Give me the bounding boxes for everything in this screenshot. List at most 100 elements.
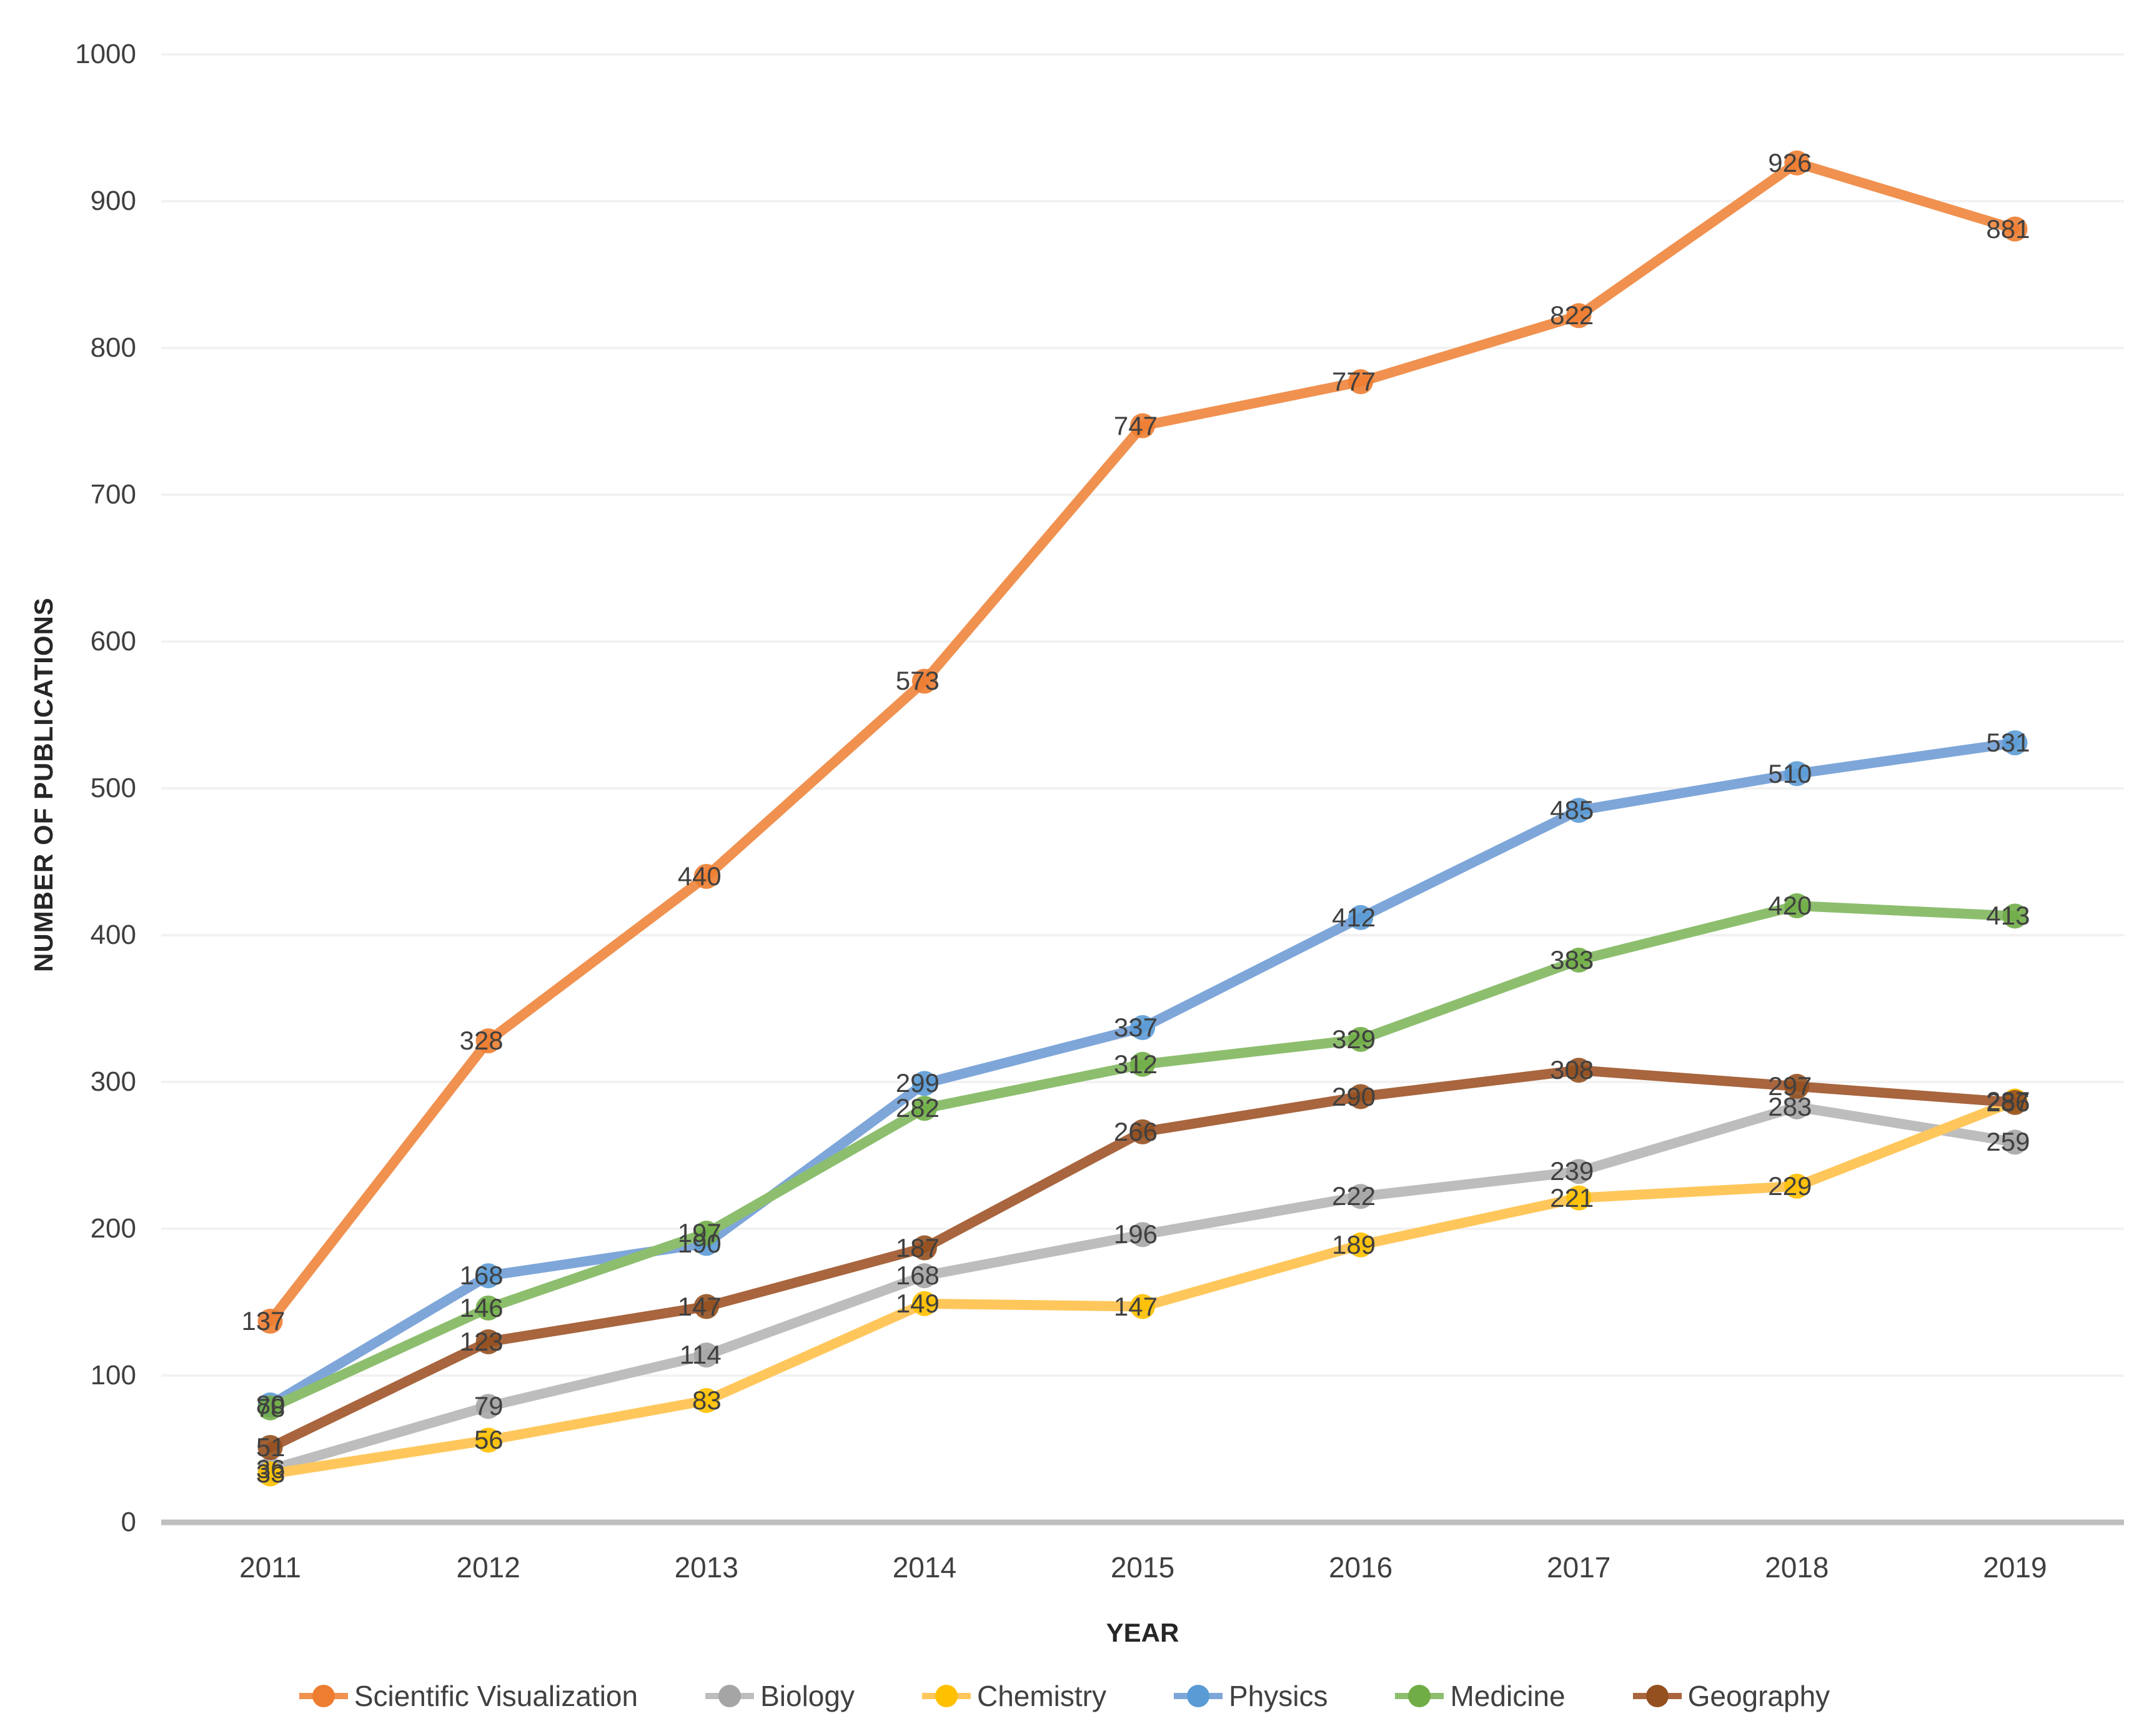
data-label: 329 <box>1332 1024 1376 1054</box>
data-label: 78 <box>256 1392 285 1422</box>
data-point-marker <box>1566 1058 1592 1083</box>
data-label: 440 <box>677 861 722 891</box>
y-axis-title: NUMBER OF PUBLICATIONS <box>29 597 58 972</box>
data-label: 33 <box>256 1459 285 1489</box>
data-point-marker <box>1348 1232 1374 1257</box>
data-point-marker <box>257 1309 283 1334</box>
data-label: 137 <box>241 1306 285 1336</box>
y-tick-label: 600 <box>90 626 136 657</box>
data-label: 328 <box>459 1026 504 1056</box>
data-label: 299 <box>895 1068 940 1098</box>
data-label: 189 <box>1332 1229 1376 1259</box>
data-label: 80 <box>256 1390 285 1419</box>
data-point-marker <box>911 1235 937 1261</box>
series-line-chemistry <box>265 1096 2020 1479</box>
data-point-marker <box>1348 1026 1374 1052</box>
data-label: 308 <box>1550 1055 1594 1085</box>
data-point-marker <box>911 1096 937 1121</box>
data-label: 123 <box>459 1326 504 1356</box>
x-tick-label: 2017 <box>1547 1551 1611 1584</box>
data-point-marker <box>1566 1185 1592 1211</box>
data-point-marker <box>1130 1015 1155 1041</box>
data-label: 290 <box>1332 1081 1376 1111</box>
x-axis-title: YEAR <box>1106 1618 1179 1647</box>
legend-item-physics: Physics <box>1174 1679 1328 1713</box>
data-point-marker <box>693 1294 719 1319</box>
data-label: 383 <box>1550 945 1594 975</box>
legend-line-marker-icon <box>921 1684 971 1709</box>
data-point-marker <box>911 1291 937 1316</box>
data-point-marker <box>1130 413 1155 439</box>
series-line-scientific-visualization <box>265 157 2020 1327</box>
legend-label: Scientific Visualization <box>354 1680 638 1712</box>
data-label: 297 <box>1768 1071 1812 1101</box>
data-point-marker <box>475 1427 501 1453</box>
y-tick-label: 400 <box>90 920 136 950</box>
data-point-marker <box>257 1395 283 1421</box>
data-label: 822 <box>1550 300 1594 330</box>
data-label: 147 <box>1113 1291 1158 1321</box>
legend-line-marker-icon <box>299 1684 348 1709</box>
legend-label: Chemistry <box>976 1680 1106 1712</box>
data-point-marker <box>1566 798 1592 823</box>
data-point-marker <box>1566 947 1592 973</box>
data-label: 83 <box>692 1385 722 1415</box>
x-tick-label: 2013 <box>674 1551 738 1584</box>
data-point-marker <box>693 1342 719 1368</box>
data-point-marker <box>911 1071 937 1096</box>
data-point-marker <box>2002 216 2028 242</box>
data-point-marker <box>257 1461 283 1487</box>
data-label: 190 <box>677 1228 722 1258</box>
legend-item-medicine: Medicine <box>1395 1679 1566 1713</box>
legend-label: Geography <box>1687 1680 1830 1712</box>
data-point-marker <box>1784 1094 1810 1119</box>
data-label: 312 <box>1113 1049 1158 1079</box>
data-label: 222 <box>1332 1181 1376 1211</box>
x-tick-label: 2012 <box>456 1551 520 1584</box>
data-point-marker <box>1566 1159 1592 1184</box>
data-point-marker <box>693 1221 719 1246</box>
legend-line-marker-icon <box>1174 1684 1223 1709</box>
legend-item-scientific-visualization: Scientific Visualization <box>299 1679 638 1713</box>
data-label: 187 <box>895 1233 940 1262</box>
data-point-marker <box>1130 1051 1155 1077</box>
data-point-marker <box>1348 369 1374 395</box>
data-label: 168 <box>459 1261 504 1291</box>
data-label: 412 <box>1332 902 1376 932</box>
data-point-marker <box>2002 1129 2028 1155</box>
data-point-marker <box>1130 1222 1155 1247</box>
data-point-marker <box>2002 903 2028 929</box>
data-label: 168 <box>895 1261 940 1291</box>
data-label: 777 <box>1332 367 1376 397</box>
data-point-marker <box>1566 303 1592 329</box>
data-label: 56 <box>474 1425 504 1455</box>
data-label: 51 <box>256 1432 285 1462</box>
data-point-marker <box>1130 1119 1155 1144</box>
data-label: 747 <box>1113 410 1158 440</box>
y-tick-label: 1000 <box>75 39 136 69</box>
data-label: 286 <box>1986 1087 2030 1117</box>
data-label: 531 <box>1986 728 2030 758</box>
data-label: 413 <box>1986 901 2030 931</box>
legend-item-chemistry: Chemistry <box>921 1679 1106 1713</box>
data-point-marker <box>2002 730 2028 756</box>
data-point-marker <box>1784 1173 1810 1199</box>
data-point-marker <box>257 1435 283 1461</box>
data-point-marker <box>475 1394 501 1419</box>
y-tick-label: 200 <box>90 1213 136 1244</box>
legend: Scientific Visualization Biology Chemistry… <box>0 1679 2129 1713</box>
data-label: 881 <box>1986 214 2030 244</box>
data-point-marker <box>1130 1294 1155 1319</box>
y-tick-label: 300 <box>90 1066 136 1097</box>
y-tick-label: 0 <box>121 1507 136 1537</box>
x-tick-label: 2014 <box>892 1551 957 1584</box>
legend-line-marker-icon <box>705 1684 755 1709</box>
data-label: 259 <box>1986 1127 2030 1157</box>
data-label: 221 <box>1550 1183 1594 1213</box>
x-tick-label: 2016 <box>1328 1551 1393 1584</box>
data-label: 79 <box>474 1391 504 1421</box>
data-point-marker <box>1348 1184 1374 1209</box>
data-point-marker <box>1784 761 1810 786</box>
data-label: 146 <box>459 1292 504 1322</box>
data-label: 926 <box>1768 147 1812 177</box>
